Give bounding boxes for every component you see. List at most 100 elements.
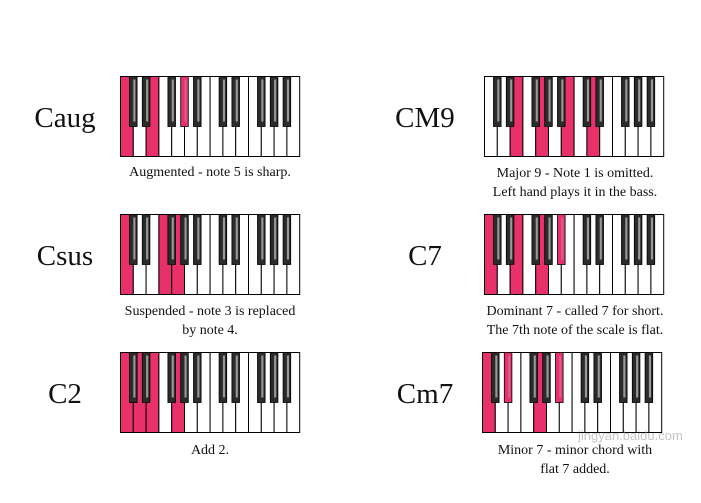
caption-line: Major 9 - Note 1 is omitted. <box>496 166 654 181</box>
black-key-highlighted <box>503 352 513 403</box>
black-key <box>218 214 228 265</box>
black-key-shine <box>584 355 588 398</box>
black-key-shine <box>535 217 538 260</box>
chord-caption: Minor 7 - minor chord with flat 7 added. <box>460 441 690 479</box>
black-key <box>167 76 176 127</box>
black-key-shine <box>274 217 277 260</box>
black-key-shine <box>184 217 187 260</box>
chord-name: CM9 <box>395 102 455 134</box>
black-key <box>141 214 151 265</box>
watermark: jingyan.baidu.com <box>578 428 683 443</box>
black-key-shine <box>638 217 641 260</box>
black-key <box>141 352 151 403</box>
caption-line: Minor 7 - minor chord with <box>497 443 653 458</box>
chord-name: C7 <box>408 240 442 272</box>
caption-line: by note 4. <box>182 323 238 338</box>
chord-name: C2 <box>48 378 82 410</box>
black-key-shine <box>184 79 187 122</box>
black-key <box>621 76 630 127</box>
black-key-shine <box>599 217 602 260</box>
piano-keyboard <box>120 214 301 295</box>
black-key-shine <box>146 79 149 122</box>
black-key <box>633 76 643 127</box>
black-key-shine <box>261 355 264 398</box>
chord-name: Caug <box>34 102 96 134</box>
caption-line: The 7th note of the scale is flat. <box>486 323 664 338</box>
chord-panel-cm7: Cm7 Minor 7 - minor chord with flat 7 ad… <box>380 352 701 482</box>
black-key-shine <box>146 355 149 398</box>
black-key-highlighted <box>555 352 564 403</box>
black-key <box>218 352 228 403</box>
black-key-shine <box>286 79 290 122</box>
black-key-shine <box>638 79 641 122</box>
chord-panel-cm9: CM9 Major 9 - Note 1 is omitted. Left ha… <box>380 76 701 206</box>
black-key-shine <box>274 79 277 122</box>
chord-caption: Major 9 - Note 1 is omitted. Left hand p… <box>460 164 690 202</box>
chord-panel-c2: C2 Add 2. <box>20 352 350 482</box>
black-key-shine <box>561 217 564 260</box>
piano-keyboard <box>484 214 665 295</box>
black-key-shine <box>171 79 174 122</box>
black-key <box>167 352 176 403</box>
black-key-shine <box>650 79 654 122</box>
black-key-shine <box>623 355 626 398</box>
black-key <box>621 214 630 265</box>
black-key <box>631 352 641 403</box>
black-key-shine <box>261 79 264 122</box>
caption-line: Dominant 7 - called 7 for short. <box>486 304 664 319</box>
black-key-shine <box>133 217 136 260</box>
black-key <box>557 76 566 127</box>
chord-caption: Augmented - note 5 is sharp. <box>110 163 310 182</box>
black-key-shine <box>133 355 136 398</box>
black-key-shine <box>508 355 511 398</box>
black-key-shine <box>625 79 628 122</box>
black-key-shine <box>197 79 200 122</box>
chord-caption: Dominant 7 - called 7 for short. The 7th… <box>455 302 695 340</box>
chord-caption: Suspended - note 3 is replaced by note 4… <box>105 302 315 340</box>
black-key-shine <box>650 217 654 260</box>
black-key-shine <box>636 355 639 398</box>
black-key-shine <box>533 355 536 398</box>
black-key-shine <box>286 355 290 398</box>
black-key-shine <box>510 217 513 260</box>
black-key-shine <box>586 79 590 122</box>
black-key-shine <box>548 79 551 122</box>
black-key-shine <box>510 79 513 122</box>
caption-line: Left hand plays it in the bass. <box>492 185 658 200</box>
piano-keyboard <box>484 76 665 157</box>
caption-line: Suspended - note 3 is replaced <box>124 304 296 319</box>
black-key-shine <box>586 217 590 260</box>
chord-panel-csus: Csus Suspended - note 3 is replaced by n… <box>20 214 350 344</box>
black-key <box>167 214 176 265</box>
black-key-shine <box>648 355 652 398</box>
black-key-highlighted <box>557 214 566 265</box>
black-key-shine <box>597 355 600 398</box>
black-key-shine <box>235 217 238 260</box>
black-key-shine <box>495 355 498 398</box>
black-key <box>619 352 628 403</box>
piano-keyboard <box>120 352 301 433</box>
black-key-shine <box>222 79 226 122</box>
black-key-shine <box>286 217 290 260</box>
chord-name: Csus <box>36 240 94 272</box>
black-key <box>505 214 515 265</box>
caption-line: Add 2. <box>190 443 230 458</box>
black-key-shine <box>197 217 200 260</box>
chord-name: Cm7 <box>396 378 454 410</box>
black-key-shine <box>171 217 174 260</box>
black-key <box>493 76 502 127</box>
chord-caption: Add 2. <box>110 441 310 460</box>
black-key-shine <box>497 217 500 260</box>
black-key-shine <box>171 355 174 398</box>
black-key-shine <box>559 355 562 398</box>
black-key-shine <box>197 355 200 398</box>
black-key-shine <box>235 79 238 122</box>
black-key-shine <box>546 355 549 398</box>
black-key-shine <box>184 355 187 398</box>
black-key <box>633 214 643 265</box>
black-key-shine <box>625 217 628 260</box>
piano-keyboard <box>120 76 301 157</box>
black-key-shine <box>497 79 500 122</box>
caption-line: flat 7 added. <box>540 462 610 477</box>
black-key <box>257 214 266 265</box>
